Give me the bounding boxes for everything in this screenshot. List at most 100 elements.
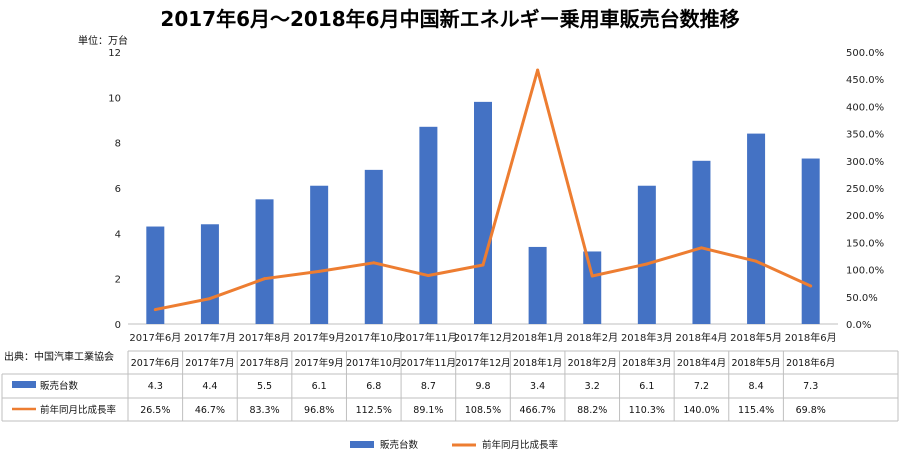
x-tick-label: 2018年2月 (566, 331, 618, 344)
x-tick-label: 2017年6月 (129, 331, 181, 344)
x-tick-label: 2017年8月 (239, 331, 291, 344)
bar (747, 133, 766, 324)
table-cell: 140.0% (683, 405, 719, 416)
table-cell: 5.5 (257, 381, 272, 392)
table-header-cell: 2017年8月 (240, 357, 289, 369)
plot-area: 0 2 4 6 8 10 12 0.0% 50.0% 100.0% 150.0% 200.0% 250… (108, 48, 884, 344)
x-tick-label: 2018年6月 (785, 331, 837, 344)
table-cell: 112.5% (356, 405, 392, 416)
table-cell: 3.4 (530, 381, 545, 392)
bar (146, 226, 165, 324)
y-left-tick-label: 8 (115, 139, 121, 150)
table-cell: 6.1 (639, 381, 654, 392)
table-cell: 6.8 (366, 381, 381, 392)
y-right-tick-label: 350.0% (846, 130, 884, 141)
legend-label: 前年同月比成長率 (482, 439, 559, 451)
line-point (426, 274, 430, 278)
table-cell: 46.7% (195, 405, 225, 416)
bar (255, 199, 274, 324)
y-left-tick-label: 12 (108, 48, 121, 59)
table-row-label: 販売台数 (40, 380, 79, 392)
table-cell: 110.3% (629, 405, 665, 416)
x-tick-label: 2017年10月 (345, 331, 403, 344)
table-header-cell: 2017年12月 (455, 357, 510, 369)
table-cell: 3.2 (585, 381, 600, 392)
y-right-tick-label: 0.0% (846, 320, 871, 331)
table-header-cell: 2018年2月 (568, 357, 617, 369)
y-left-tick-label: 2 (115, 275, 121, 286)
x-tick-label: 2018年4月 (676, 331, 728, 344)
source-label: 出典：中国汽車工業協会 (4, 350, 114, 363)
data-table: 2017年6月 2017年7月 2017年8月 2017年9月 2017年10月 2017… (1, 350, 899, 422)
table-header-cell: 2018年5月 (731, 357, 780, 369)
line-point (590, 274, 594, 278)
y-left-tick-label: 10 (108, 93, 121, 104)
table-cell: 88.2% (577, 405, 607, 416)
x-tick-label: 2018年3月 (621, 331, 673, 344)
bar-series (146, 101, 820, 324)
line-point (754, 259, 758, 263)
line-point (809, 284, 813, 288)
table-cell: 4.3 (148, 381, 163, 392)
line-point (481, 263, 485, 267)
table-header-cell: 2018年6月 (786, 357, 835, 369)
x-tick-label: 2017年7月 (184, 331, 236, 344)
table-key-bar-swatch (12, 381, 36, 388)
line-point (699, 246, 703, 250)
line-point (317, 269, 321, 273)
table-cell: 8.4 (749, 381, 764, 392)
table-header-cell: 2017年11月 (401, 357, 456, 369)
table-header-cell: 2017年7月 (185, 357, 234, 369)
table-cell: 83.3% (249, 405, 279, 416)
bar (637, 185, 656, 324)
table-cell: 6.1 (312, 381, 327, 392)
y-left-tick-label: 0 (115, 320, 121, 331)
table-cell: 9.8 (475, 381, 490, 392)
table-cell: 108.5% (465, 405, 501, 416)
table-row-label: 前年同月比成長率 (40, 404, 117, 416)
table-header-cell: 2017年9月 (295, 357, 344, 369)
table-cell: 69.8% (796, 405, 826, 416)
y-right-tick-label: 450.0% (846, 75, 884, 86)
legend-label: 販売台数 (380, 439, 419, 451)
y-right-tick-label: 150.0% (846, 238, 884, 249)
bar (801, 158, 820, 324)
y-right-tick-label: 500.0% (846, 48, 884, 59)
line-point (372, 261, 376, 265)
table-cell: 8.7 (421, 381, 436, 392)
bar (692, 160, 711, 324)
y-right-tick-label: 50.0% (846, 293, 878, 304)
table-header-cell: 2018年3月 (622, 357, 671, 369)
table-cell: 96.8% (304, 405, 334, 416)
unit-label: 単位：万台 (78, 34, 128, 47)
bar (364, 169, 383, 324)
y-left-tick-label: 4 (115, 229, 121, 240)
line-point (645, 262, 649, 266)
x-tick-label: 2017年12月 (454, 331, 512, 344)
line-point (153, 308, 157, 312)
table-header-cell: 2017年6月 (131, 357, 180, 369)
table-cell: 26.5% (140, 405, 170, 416)
legend: 販売台数 前年同月比成長率 (350, 439, 559, 451)
bar (200, 224, 219, 324)
x-tick-label: 2018年5月 (730, 331, 782, 344)
table-cell: 4.4 (202, 381, 217, 392)
table-cell: 7.3 (803, 381, 818, 392)
line-point (536, 68, 540, 72)
table-cell: 115.4% (738, 405, 774, 416)
table-cell: 466.7% (519, 405, 555, 416)
chart-title: 2017年6月～2018年6月中国新エネルギー乗用車販売台数推移 (160, 7, 739, 31)
table-header-cell: 2018年1月 (513, 357, 562, 369)
x-axis-labels: 2017年6月 2017年7月 2017年8月 2017年9月 2017年10月2017… (129, 331, 836, 344)
right-axis: 0.0% 50.0% 100.0% 150.0% 200.0% 250.0% 300.0% 3… (846, 48, 884, 331)
bar (419, 126, 438, 324)
table-cell: 89.1% (413, 405, 443, 416)
y-right-tick-label: 100.0% (846, 266, 884, 277)
x-tick-label: 2017年11月 (399, 331, 457, 344)
legend-bar-swatch (350, 441, 374, 448)
bar (474, 101, 492, 324)
bar (583, 251, 602, 324)
line-point (263, 277, 267, 281)
table-header-cell: 2017年10月 (346, 357, 401, 369)
bar (310, 185, 329, 324)
